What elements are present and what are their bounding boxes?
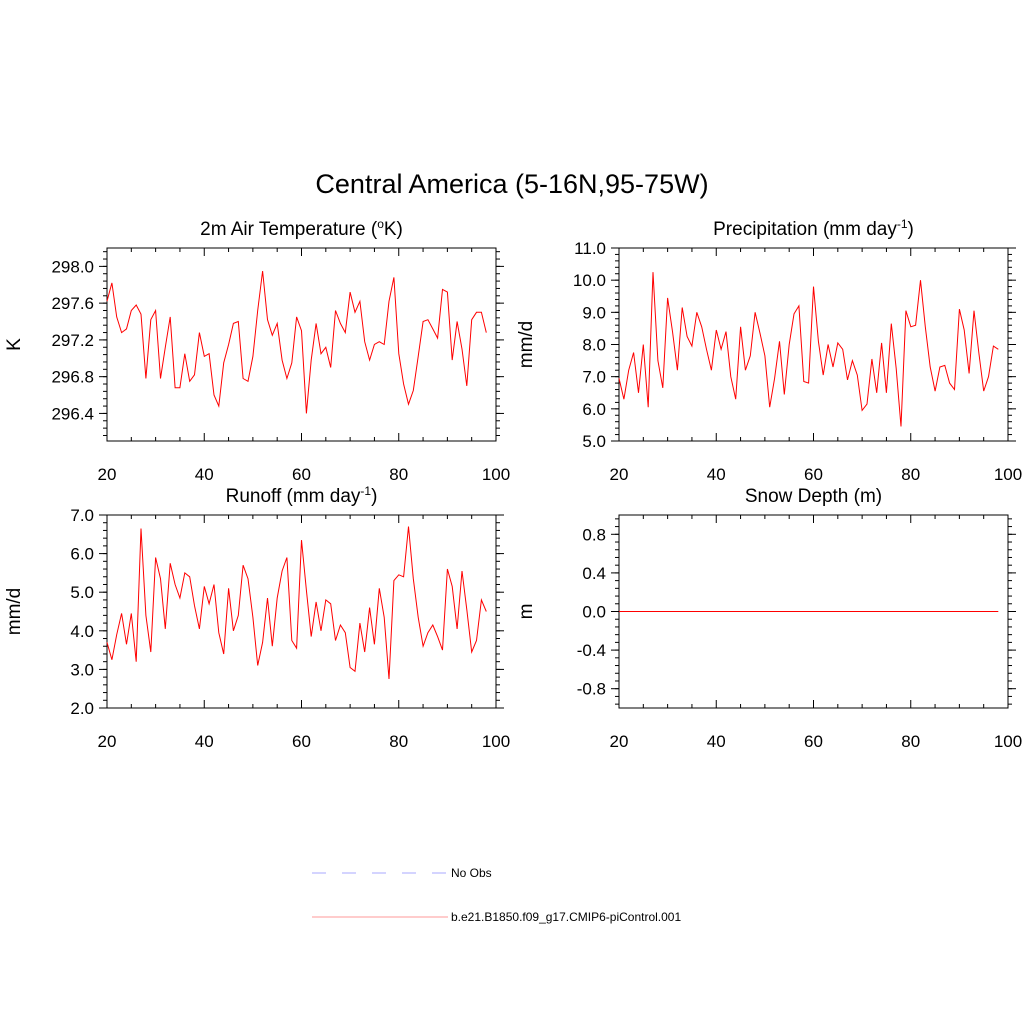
y-tick-label: 10.0 [573, 271, 606, 290]
y-tick-label: 5.0 [70, 583, 94, 602]
y-tick-label: 298.0 [51, 257, 94, 276]
x-tick-label: 80 [901, 732, 920, 751]
legend-label-no-obs: No Obs [451, 866, 492, 880]
x-tick-label: 60 [292, 465, 311, 484]
y-axis-label: K [4, 338, 25, 351]
y-tick-label: 296.4 [51, 404, 94, 423]
panel-title: Runoff (mm day-1) [226, 484, 378, 507]
series-line-runoff [106, 526, 487, 680]
legend-label-model: b.e21.B1850.f09_g17.CMIP6-piControl.001 [451, 910, 681, 924]
panel-title: Precipitation (mm day-1) [713, 217, 914, 240]
y-tick-label: 6.0 [70, 545, 94, 564]
y-tick-label: 6.0 [582, 400, 606, 419]
x-tick-label: 60 [804, 732, 823, 751]
panel-precip: Precipitation (mm day-1) mm/d 20 40 60 80 100 5… [516, 217, 1022, 484]
y-tick-label: 11.0 [574, 239, 606, 258]
y-tick-label: -0.8 [577, 680, 606, 699]
y-tick-label: 0.0 [582, 603, 606, 622]
x-tick-label: 80 [901, 465, 920, 484]
x-tick-label: 80 [389, 465, 408, 484]
series-line-precip [618, 272, 999, 427]
y-tick-label: 9.0 [582, 303, 606, 322]
y-tick-label: 296.8 [51, 368, 94, 387]
x-tick-label: 60 [804, 465, 823, 484]
y-tick-label: 4.0 [70, 622, 94, 641]
y-tick-label: 0.4 [582, 564, 606, 583]
y-tick-label: 297.6 [51, 294, 94, 313]
figure-title: Central America (5-16N,95-75W) [315, 169, 708, 199]
x-tick-label: 40 [707, 465, 726, 484]
panels: 2m Air Temperature (oK) K 20 40 60 80 100 296.4… [4, 217, 1022, 751]
x-tick-label: 20 [98, 732, 117, 751]
y-axis-label: mm/d [4, 588, 25, 636]
y-tick-label: 297.2 [51, 331, 94, 350]
legend: No Obs b.e21.B1850.f09_g17.CMIP6-piContr… [312, 866, 681, 924]
x-tick-label: 40 [195, 465, 214, 484]
y-tick-label: 7.0 [70, 506, 94, 525]
panel-runoff: Runoff (mm day-1) mm/d 20 40 60 80 100 2.0 3.0 4.… [4, 484, 510, 751]
x-tick-label: 100 [482, 465, 510, 484]
plot-frame [618, 247, 1009, 442]
panel-temp: 2m Air Temperature (oK) K 20 40 60 80 100 296.4… [4, 217, 510, 484]
panel-title: 2m Air Temperature (oK) [200, 217, 403, 240]
panel-title: Snow Depth (m) [745, 486, 882, 507]
y-axis-label: mm/d [516, 321, 537, 369]
x-tick-label: 20 [610, 732, 629, 751]
y-tick-label: 8.0 [582, 336, 606, 355]
x-tick-label: 60 [292, 732, 311, 751]
y-tick-label: 3.0 [70, 660, 94, 679]
x-tick-label: 100 [994, 732, 1022, 751]
x-tick-label: 40 [195, 732, 214, 751]
x-tick-label: 40 [707, 732, 726, 751]
y-tick-label: 2.0 [70, 699, 94, 718]
x-tick-label: 100 [482, 732, 510, 751]
y-tick-label: 7.0 [582, 368, 606, 387]
y-tick-label: -0.4 [577, 641, 606, 660]
x-tick-label: 100 [994, 465, 1022, 484]
series-line-temp [106, 270, 487, 414]
y-tick-label: 0.8 [582, 525, 606, 544]
x-tick-label: 20 [98, 465, 117, 484]
x-tick-label: 20 [610, 465, 629, 484]
y-axis-label: m [516, 604, 537, 620]
panel-snow: Snow Depth (m) m 20 40 60 80 100 -0.8 -0.4 0.0 0.4… [516, 486, 1022, 751]
y-tick-label: 5.0 [582, 432, 606, 451]
x-tick-label: 80 [389, 732, 408, 751]
